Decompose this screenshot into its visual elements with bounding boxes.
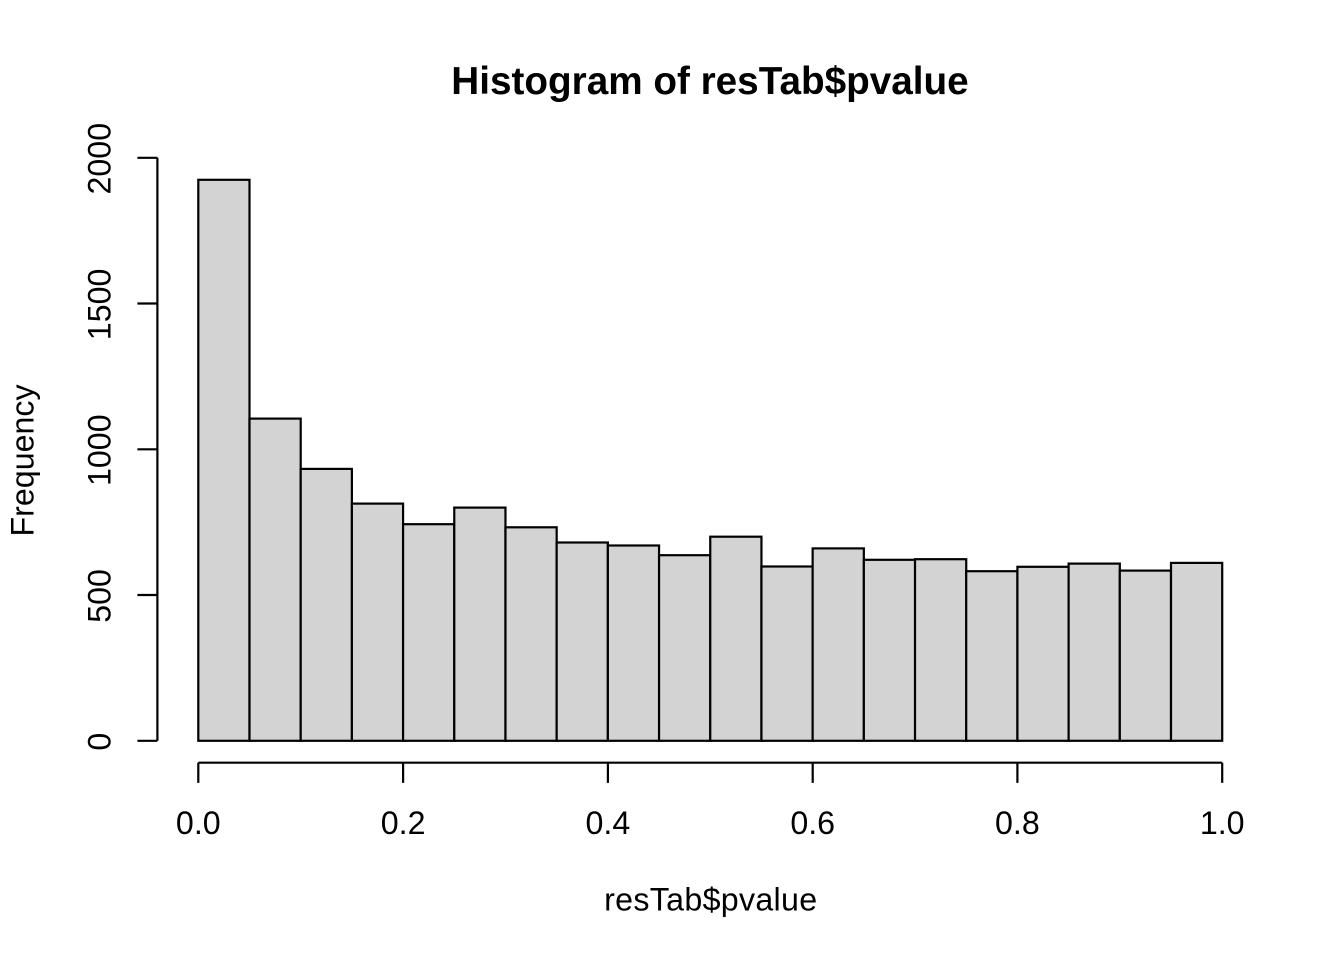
svg-text:0.2: 0.2 <box>381 805 426 841</box>
svg-text:0.0: 0.0 <box>176 805 221 841</box>
svg-text:0.6: 0.6 <box>790 805 835 841</box>
svg-text:Frequency: Frequency <box>4 384 40 537</box>
svg-text:0.4: 0.4 <box>586 805 631 841</box>
svg-text:resTab$pvalue: resTab$pvalue <box>604 882 817 918</box>
svg-text:Histogram of resTab$pvalue: Histogram of resTab$pvalue <box>451 60 968 103</box>
svg-text:1000: 1000 <box>82 414 118 486</box>
svg-text:1.0: 1.0 <box>1200 805 1245 841</box>
svg-text:0: 0 <box>82 733 118 751</box>
svg-text:2000: 2000 <box>82 123 118 195</box>
svg-text:0.8: 0.8 <box>995 805 1040 841</box>
svg-text:1500: 1500 <box>82 269 118 341</box>
svg-text:500: 500 <box>82 569 118 623</box>
